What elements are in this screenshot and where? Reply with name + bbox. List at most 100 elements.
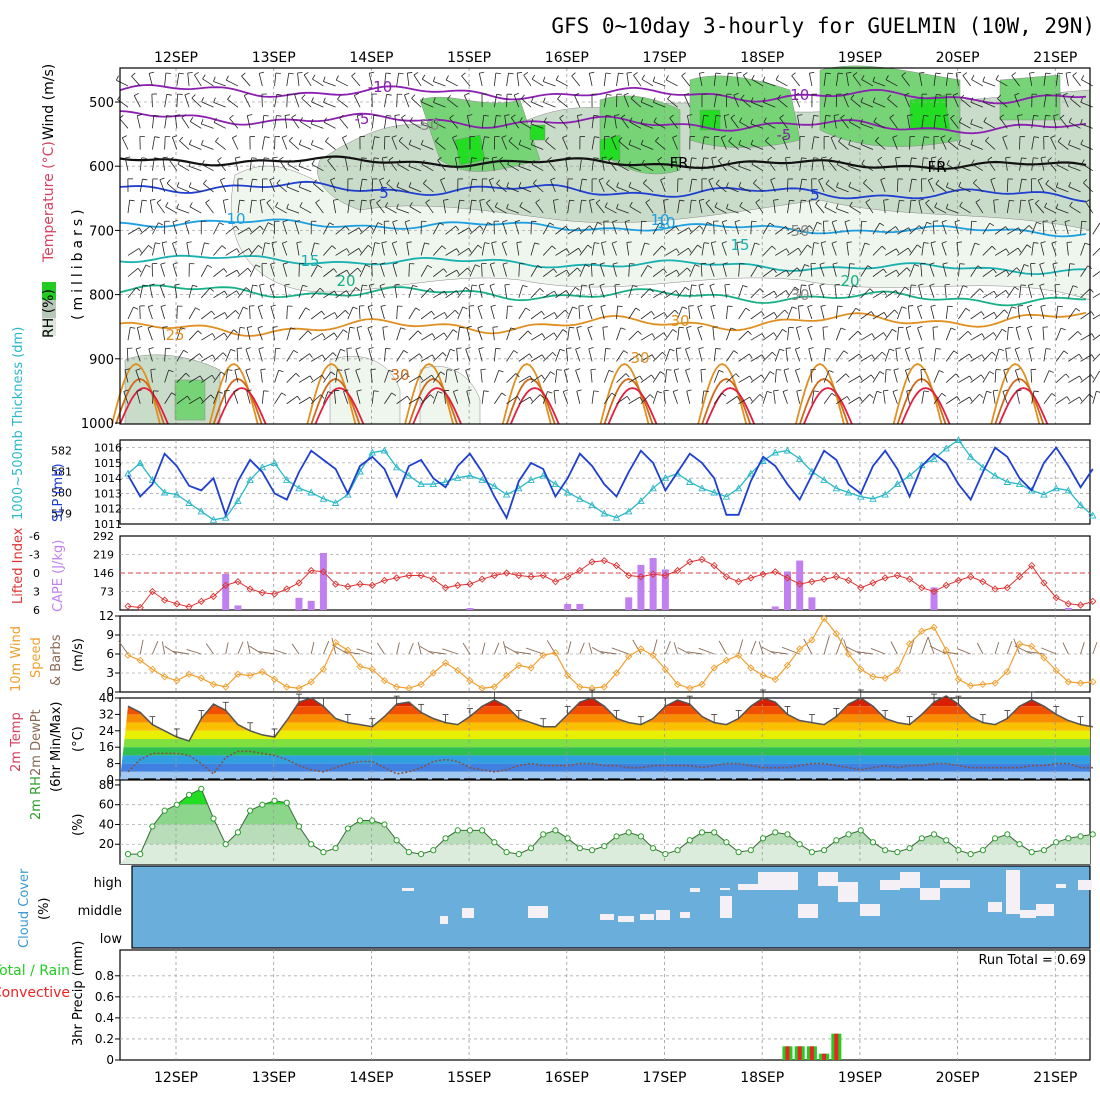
wind-barb xyxy=(640,288,651,299)
wind-barb-flag xyxy=(846,396,851,401)
wind-barb xyxy=(738,165,751,172)
wind-barb-flag xyxy=(388,369,394,373)
wind-barb-flag xyxy=(748,353,753,359)
wind-barb-flag xyxy=(307,330,312,335)
wind-barb xyxy=(249,179,253,192)
wind-barb-flag xyxy=(861,159,865,165)
wind-barb xyxy=(294,94,300,108)
wind-barb-flag xyxy=(445,75,449,81)
wind-barb-flag xyxy=(498,369,504,373)
wind-barb-flag xyxy=(956,396,961,401)
wind-barb xyxy=(274,72,277,86)
wind-barb-flag xyxy=(771,351,777,357)
wind-speed-point xyxy=(576,683,584,691)
wind-barb xyxy=(347,327,351,341)
wind-barb-flag xyxy=(593,115,599,117)
wind-barb-flag xyxy=(137,268,142,273)
wind-barb-flag xyxy=(905,347,911,350)
precip-label-c: 3hr Precip (mm) xyxy=(71,941,86,1046)
wind-barb-flag xyxy=(185,219,191,223)
wind-barb-flag xyxy=(859,396,863,402)
wind-barb-flag xyxy=(688,247,692,253)
thickness-point xyxy=(478,475,486,483)
wind-barb-flag xyxy=(471,157,477,159)
wind-barb xyxy=(640,311,652,320)
wind-barb-flag xyxy=(484,136,490,138)
wind-barb-flag xyxy=(761,311,765,316)
contour-label: -5 xyxy=(777,126,792,144)
wind-barb xyxy=(1044,206,1057,214)
wind-barb xyxy=(779,117,788,129)
wind-barb-flag xyxy=(801,199,807,202)
wind-barb-flag xyxy=(1005,347,1011,349)
wind-barb-flag xyxy=(263,115,269,117)
wind-barb xyxy=(714,206,727,214)
wind-barb xyxy=(896,200,900,214)
thickness-point xyxy=(502,490,511,498)
wind-barb-10m xyxy=(976,642,984,655)
y-tick-label: 32 xyxy=(99,707,114,721)
wind-barb-flag xyxy=(686,325,692,328)
thickness-point xyxy=(319,494,328,502)
wind-barb xyxy=(799,225,810,235)
wind-barb-flag xyxy=(176,182,180,187)
wind-barb xyxy=(1031,242,1034,256)
wind-barb-flag xyxy=(406,241,412,244)
wind-barb-flag xyxy=(403,350,409,354)
wind-barb-flag xyxy=(1033,136,1039,138)
lifted-index-point xyxy=(405,571,413,580)
wind-barb xyxy=(201,310,212,320)
wind-barb-flag xyxy=(1079,396,1083,402)
wind-barb xyxy=(148,73,153,87)
wind-barb xyxy=(588,73,593,87)
wind-barb-flag xyxy=(918,225,923,230)
wind-barb xyxy=(1006,327,1009,341)
wind-barb xyxy=(469,179,473,192)
wind-barb xyxy=(231,137,239,150)
wind-barb xyxy=(371,157,375,171)
wind-barb-flag xyxy=(547,156,552,161)
wind-barb-flag xyxy=(675,156,681,159)
wind-barb-flag xyxy=(477,304,483,308)
lifted-index-point xyxy=(1040,579,1048,587)
wind-barb-flag xyxy=(533,179,537,184)
wind-barb-flag xyxy=(337,369,343,371)
wind-barb xyxy=(478,348,483,362)
lifted-index-point xyxy=(1064,600,1072,608)
wind-barb xyxy=(933,115,937,129)
wind-barb xyxy=(384,115,387,129)
wind-barb xyxy=(982,290,995,299)
wind-barb xyxy=(437,160,446,171)
wind-barb-flag xyxy=(559,114,564,119)
cloud-level-label: low xyxy=(100,932,123,947)
wind-barb-flag xyxy=(345,156,351,159)
wind-barb xyxy=(893,369,898,383)
wind-barb-10m xyxy=(322,641,330,655)
wind-barb-flag xyxy=(587,325,593,329)
wind-barb xyxy=(726,327,732,341)
wind-barb-flag xyxy=(1068,139,1071,145)
wind-barb-flag xyxy=(827,157,833,161)
wind-barb-10m xyxy=(664,640,671,655)
wind-speed-point xyxy=(649,651,657,659)
cape-bar xyxy=(661,569,669,610)
wind-barb-flag xyxy=(801,284,807,286)
wind-barb xyxy=(1019,264,1025,277)
wind-barb-flag xyxy=(504,114,510,116)
surface-contour xyxy=(115,378,165,425)
cape-tick-label: 73 xyxy=(100,586,114,599)
wind-barb-flag xyxy=(872,97,876,103)
wind-barb-flag xyxy=(736,71,742,74)
wind-barb xyxy=(217,160,227,171)
wind-barb-flag xyxy=(879,222,885,227)
wind-barb xyxy=(443,390,446,404)
wind-barb xyxy=(827,160,837,171)
lifted-index-point xyxy=(368,581,376,589)
wind-barb-flag xyxy=(115,75,119,81)
wind-barb-flag xyxy=(594,136,600,138)
wind-barb-flag xyxy=(885,75,889,80)
wind-barb xyxy=(808,200,813,214)
wind-barb-flag xyxy=(604,202,608,208)
wind-barb xyxy=(762,332,774,341)
wind-barb xyxy=(347,287,357,299)
